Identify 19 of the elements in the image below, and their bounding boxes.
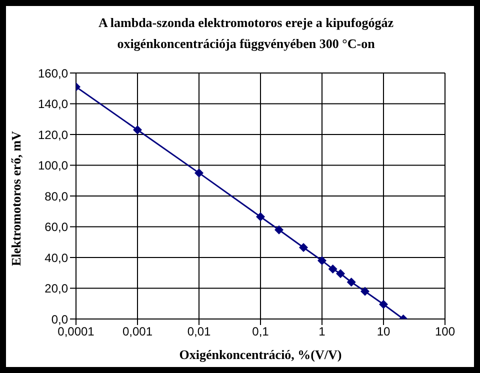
x-tick-label: 0,0001: [58, 324, 95, 339]
x-tick-label: 0,1: [252, 324, 270, 339]
x-axis-title: Oxigénkoncentráció, %(V/V): [179, 347, 342, 362]
x-tick-label: 0,01: [187, 324, 211, 339]
y-tick-label: 160,0: [38, 66, 68, 80]
x-tick-label: 0,001: [122, 324, 153, 339]
y-tick-label: 60,0: [44, 220, 68, 234]
y-tick-label: 0,0: [51, 312, 68, 326]
y-tick-label: 20,0: [44, 282, 68, 296]
y-tick-label: 140,0: [38, 97, 68, 112]
x-tick-label: 1: [318, 324, 326, 339]
y-tick-label: 100,0: [38, 158, 68, 173]
y-tick-label: 40,0: [44, 250, 68, 265]
y-tick-label: 120,0: [38, 128, 68, 142]
x-tick-label: 10: [376, 324, 390, 339]
y-axis-title: Elektromotoros erő, mV: [8, 130, 24, 266]
y-tick-label: 80,0: [44, 189, 68, 204]
chart-title: A lambda-szonda elektromotoros ereje a kipufogógáz oxigénkoncentrációja függvényében 300 °C-on: [97, 14, 394, 53]
x-tick-label: 100: [434, 324, 456, 339]
